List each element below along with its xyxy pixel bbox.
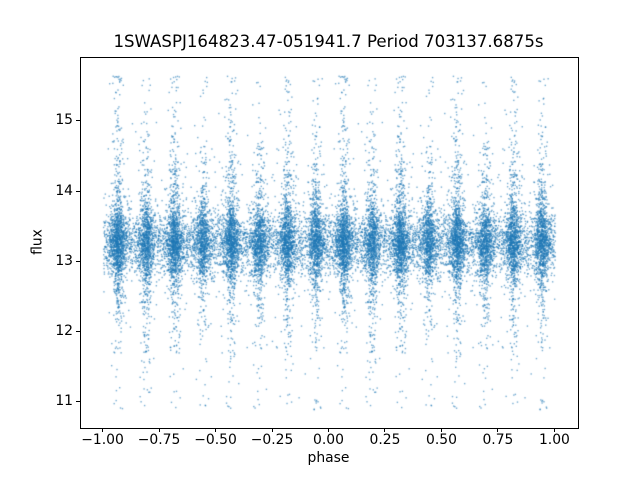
x-tick-label: −0.50 <box>194 432 237 448</box>
x-tick-label: −0.25 <box>250 432 294 448</box>
y-tick-label: 14 <box>55 182 73 199</box>
x-tick <box>215 428 217 432</box>
x-tick <box>158 428 160 432</box>
y-axis-label: flux <box>29 229 46 255</box>
plot-area <box>80 57 579 429</box>
x-tick <box>328 428 329 432</box>
y-tick <box>76 331 80 333</box>
x-tick-label: −0.75 <box>137 432 181 448</box>
x-tick-label: −1.00 <box>81 432 124 448</box>
y-tick-label: 15 <box>55 112 73 129</box>
x-tick-label: 0.25 <box>369 432 401 448</box>
chart-title: 1SWASPJ164823.47-051941.7 Period 703137.… <box>113 32 544 51</box>
y-tick <box>76 260 80 262</box>
x-tick <box>384 428 386 432</box>
x-tick-label: 0.00 <box>313 432 344 448</box>
scatter-canvas <box>81 58 578 428</box>
x-tick <box>271 428 273 432</box>
x-tick-label: 0.50 <box>425 432 457 448</box>
x-tick <box>102 428 104 432</box>
x-tick-label: 0.75 <box>482 432 514 448</box>
y-tick <box>76 190 80 192</box>
x-axis-label: phase <box>307 450 350 466</box>
x-tick <box>440 428 442 432</box>
x-tick <box>553 428 555 432</box>
y-tick-label: 13 <box>55 252 73 269</box>
y-tick-label: 11 <box>55 393 73 410</box>
x-tick-label: 1.00 <box>538 432 570 448</box>
y-tick <box>76 120 80 122</box>
y-tick <box>76 401 80 403</box>
y-tick-label: 12 <box>55 323 73 340</box>
x-tick <box>497 428 499 432</box>
